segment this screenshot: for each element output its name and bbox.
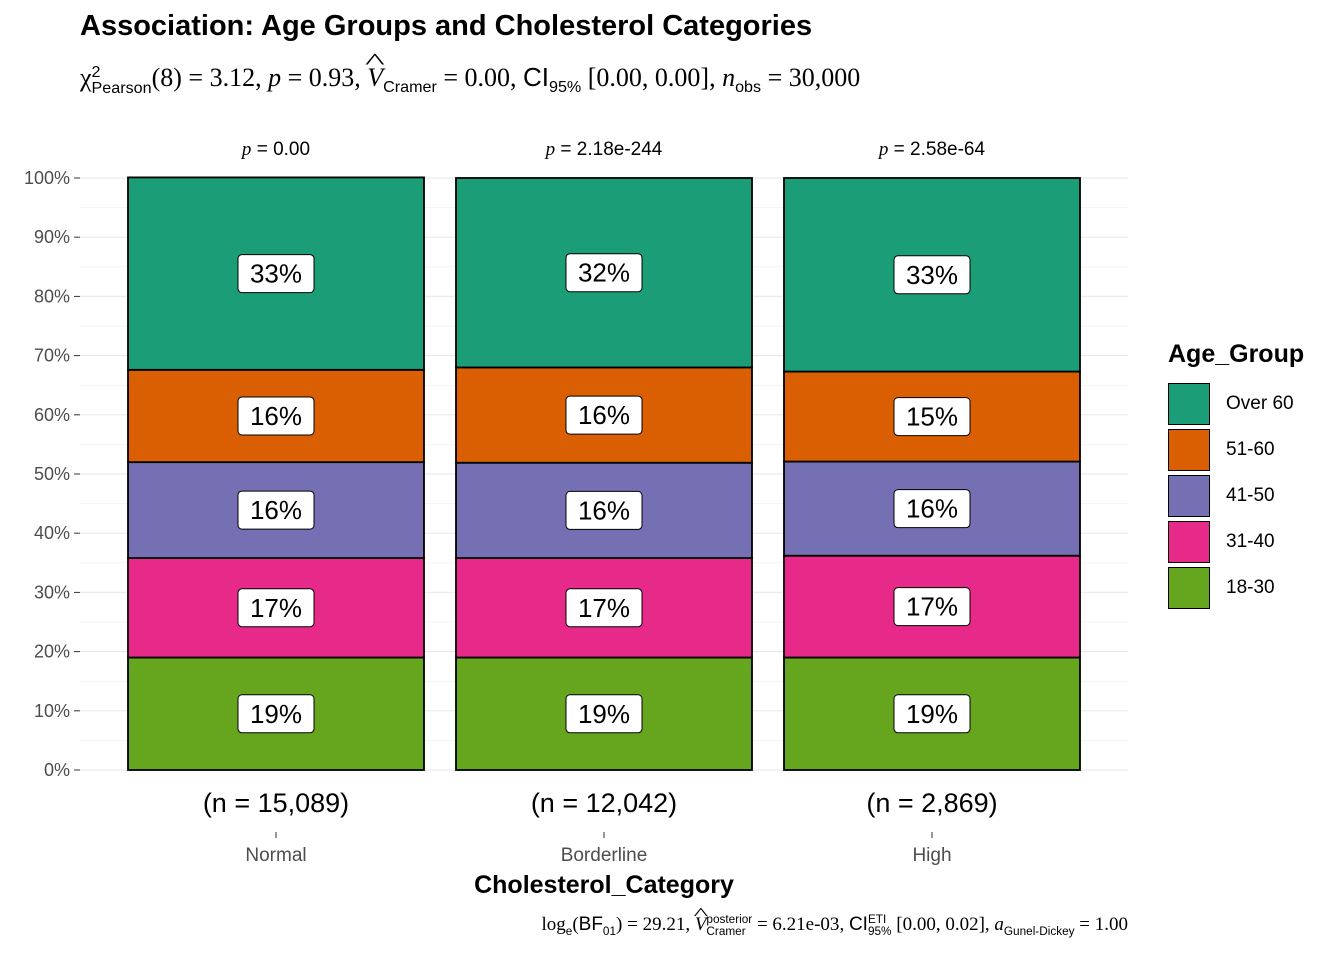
legend-label: 18-30 [1226, 577, 1275, 598]
data-label-box [565, 395, 643, 435]
y-tick-label: 100% [24, 168, 70, 188]
legend-label: 31-40 [1226, 531, 1275, 552]
legend-item: Over 60 [1168, 381, 1304, 427]
axes: 0% 10% 20% 30% 40% 50% 60% 70% 80% 90% 100% p = 0.0… [24, 139, 998, 899]
legend-swatch [1168, 567, 1210, 609]
data-label-box [565, 588, 643, 628]
data-label-box [565, 253, 643, 293]
data-label: 16% [578, 495, 630, 525]
p-value-label: p = 0.00 [240, 139, 310, 160]
legend-swatch [1168, 429, 1210, 471]
p-value-label: p = 2.18e-244 [544, 139, 663, 160]
data-label-box [565, 490, 643, 530]
y-tick-label: 90% [34, 227, 70, 247]
y-tick-label: 80% [34, 286, 70, 306]
y-tick-label: 20% [34, 642, 70, 662]
data-label-box [237, 588, 315, 628]
legend-items: Over 60 51-60 41-50 31-40 18-30 [1168, 381, 1304, 611]
y-tick-label: 10% [34, 701, 70, 721]
data-label: 15% [906, 402, 958, 432]
legend-item: 31-40 [1168, 519, 1304, 565]
x-axis-title: Cholesterol_Category [474, 871, 734, 899]
data-label-box [565, 694, 643, 734]
y-tick-label: 40% [34, 523, 70, 543]
legend-swatch [1168, 475, 1210, 517]
data-label-box [893, 694, 971, 734]
data-label: 17% [578, 593, 630, 623]
data-label-box [893, 587, 971, 627]
legend-label: 51-60 [1226, 439, 1275, 460]
data-label: 17% [250, 593, 302, 623]
y-tick-label: 60% [34, 405, 70, 425]
data-label: 33% [906, 260, 958, 290]
y-tick-label: 50% [34, 464, 70, 484]
data-label: 32% [578, 258, 630, 288]
count-label: (n = 15,089) [203, 788, 349, 818]
data-label: 19% [250, 699, 302, 729]
data-label-box [893, 397, 971, 437]
y-tick-label: 70% [34, 346, 70, 366]
legend-title: Age_Group [1168, 340, 1305, 368]
data-label: 16% [578, 400, 630, 430]
y-tick-label: 0% [44, 760, 70, 780]
data-label-box [237, 396, 315, 436]
data-label: 16% [906, 494, 958, 524]
data-label: 33% [250, 259, 302, 289]
data-label-box [237, 254, 315, 294]
data-label-box [893, 255, 971, 295]
legend-swatch [1168, 521, 1210, 563]
p-value-label: p = 2.58e-64 [877, 139, 986, 160]
data-label-box [237, 694, 315, 734]
x-tick-label: Normal [245, 845, 306, 866]
data-label: 19% [578, 699, 630, 729]
legend-item: 51-60 [1168, 427, 1304, 473]
y-tick-label: 30% [34, 582, 70, 602]
data-label: 17% [906, 592, 958, 622]
data-label: 16% [250, 401, 302, 431]
legend-label: Over 60 [1226, 393, 1294, 414]
chart-title: Association: Age Groups and Cholesterol … [80, 10, 813, 42]
data-labels: 19% 17% 16% 16% 33% 19% 17% 16% 16% 32% 19% 17% 16% 1… [237, 253, 971, 734]
count-label: (n = 2,869) [866, 788, 997, 818]
data-label: 16% [250, 495, 302, 525]
count-label: (n = 12,042) [531, 788, 677, 818]
legend-item: 41-50 [1168, 473, 1304, 519]
legend-item: 18-30 [1168, 565, 1304, 611]
legend-label: 41-50 [1226, 485, 1275, 506]
legend: Age_Group Over 60 51-60 41-50 31-40 18-30 [1168, 340, 1304, 611]
data-label-box [237, 490, 315, 530]
x-tick-label: Borderline [561, 845, 648, 866]
x-tick-label: High [912, 845, 951, 866]
data-label-box [893, 489, 971, 529]
data-label: 19% [906, 699, 958, 729]
legend-swatch [1168, 383, 1210, 425]
